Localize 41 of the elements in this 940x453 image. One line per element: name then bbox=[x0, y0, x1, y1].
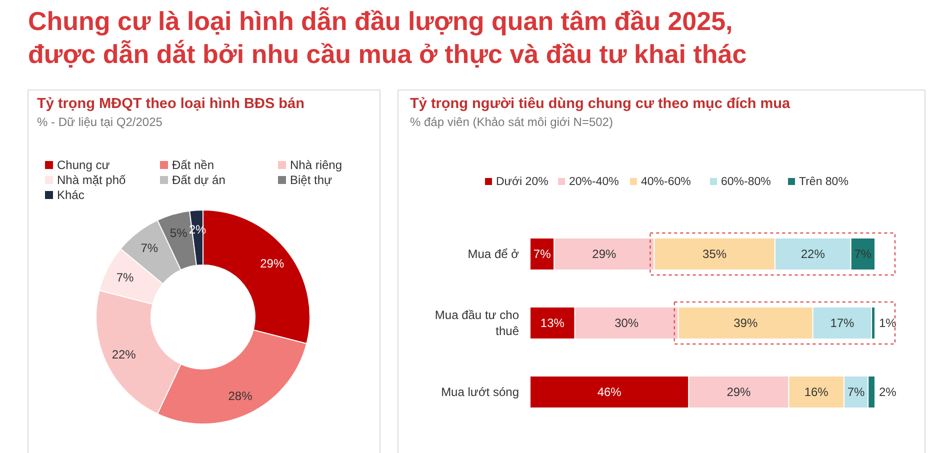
chart-title: Tỷ trọng người tiêu dùng chung cư theo mục đích mua bbox=[410, 96, 792, 112]
legend-label: Đất dự án bbox=[172, 173, 226, 187]
data-label: 46% bbox=[597, 385, 622, 399]
data-label: 22% bbox=[112, 347, 136, 362]
data-label: 7% bbox=[533, 247, 552, 261]
data-label: 7% bbox=[140, 240, 158, 255]
data-label: 13% bbox=[540, 316, 565, 330]
data-label: 1% bbox=[879, 316, 897, 330]
chart-title: Tỷ trọng MĐQT theo loại hình BĐS bán bbox=[37, 96, 304, 112]
data-label: 29% bbox=[592, 247, 617, 261]
data-label: 28% bbox=[228, 389, 253, 404]
legend-label: Dưới 20% bbox=[496, 176, 548, 188]
legend-label: 40%-60% bbox=[641, 176, 691, 188]
data-label: 35% bbox=[702, 247, 727, 261]
data-label: 7% bbox=[854, 247, 872, 261]
legend-label: Nhà mặt phố bbox=[57, 173, 126, 187]
y-tick-label: Mua để ở bbox=[468, 247, 520, 261]
legend-label: Chung cư bbox=[57, 158, 110, 172]
data-label: 22% bbox=[800, 247, 826, 261]
text: Chung cư là loại hình dẫn đầu lượng quan tâm đầu 2025, được dẫn dắt bởi nhu cầu mua ở thực và đầu tư khai thác bbox=[28, 6, 747, 69]
legend-label: Khác bbox=[57, 188, 84, 202]
data-label: 29% bbox=[726, 385, 752, 399]
legend-label: 20%-40% bbox=[569, 176, 619, 188]
data-label: 2% bbox=[879, 385, 897, 399]
y-tick-label: Mua lướt sóng bbox=[441, 385, 519, 399]
legend-label: 60%-80% bbox=[721, 176, 771, 188]
data-label: 39% bbox=[734, 316, 758, 330]
data-label: 5% bbox=[170, 226, 188, 240]
legend-label: Biệt thự bbox=[290, 173, 332, 187]
y-tick-label: Mua đầu tư cho thuê bbox=[434, 308, 520, 338]
chart-subtitle: % - Dữ liệu tại Q2/2025 bbox=[37, 115, 163, 129]
legend-label: Nhà riêng bbox=[290, 158, 342, 172]
data-label: 30% bbox=[614, 316, 639, 330]
legend-label: Trên 80% bbox=[799, 176, 848, 188]
data-label: 7% bbox=[116, 270, 134, 284]
data-label: 7% bbox=[847, 385, 866, 399]
chart-subtitle: % đáp viên (Khảo sát môi giới N=502) bbox=[410, 115, 613, 129]
data-label: 16% bbox=[804, 385, 829, 399]
data-label: 29% bbox=[260, 256, 284, 270]
data-label: 17% bbox=[830, 316, 855, 330]
legend-label: Đất nền bbox=[172, 158, 214, 172]
